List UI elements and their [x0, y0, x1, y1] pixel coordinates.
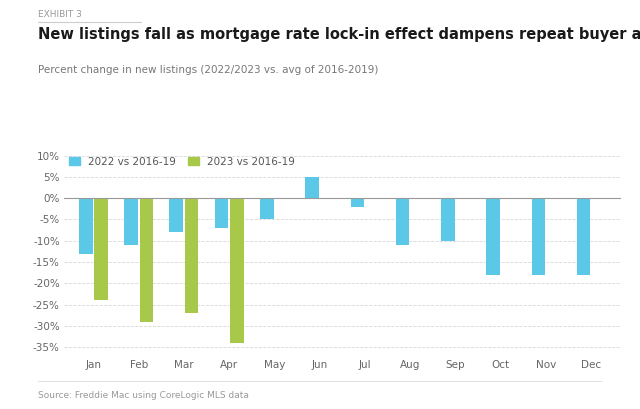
Legend: 2022 vs 2016-19, 2023 vs 2016-19: 2022 vs 2016-19, 2023 vs 2016-19 — [69, 157, 295, 166]
Bar — [79, 198, 93, 254]
Bar — [94, 198, 108, 301]
Bar — [140, 198, 153, 322]
Bar — [260, 198, 273, 220]
Bar — [486, 198, 500, 275]
Bar — [577, 198, 591, 275]
Bar — [441, 198, 454, 241]
Bar — [230, 198, 244, 343]
Bar — [305, 177, 319, 198]
Text: EXHIBIT 3: EXHIBIT 3 — [38, 10, 83, 19]
Bar — [170, 198, 183, 232]
Text: Source: Freddie Mac using CoreLogic MLS data: Source: Freddie Mac using CoreLogic MLS … — [38, 391, 249, 400]
Bar — [532, 198, 545, 275]
Bar — [185, 198, 198, 313]
Bar — [351, 198, 364, 207]
Text: New listings fall as mortgage rate lock-in effect dampens repeat buyer activity: New listings fall as mortgage rate lock-… — [38, 27, 640, 42]
Bar — [124, 198, 138, 245]
Text: Percent change in new listings (2022/2023 vs. avg of 2016-2019): Percent change in new listings (2022/202… — [38, 65, 379, 75]
Bar — [215, 198, 228, 228]
Bar — [396, 198, 410, 245]
